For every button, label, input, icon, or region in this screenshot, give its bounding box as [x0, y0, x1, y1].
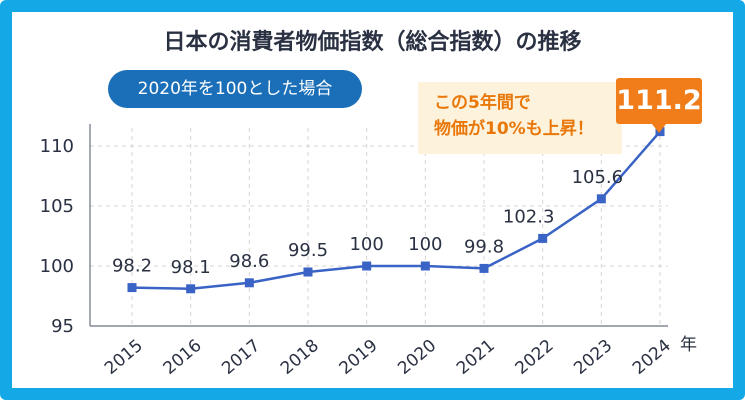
data-point [362, 261, 372, 271]
data-point [596, 194, 606, 204]
data-label: 105.6 [572, 167, 624, 188]
data-point [244, 278, 254, 288]
highlight-value-badge: 111.2 [616, 78, 702, 124]
data-label: 98.6 [229, 251, 269, 272]
data-label: 98.1 [171, 257, 211, 278]
x-tick-label: 2021 [453, 336, 499, 379]
data-point [127, 283, 137, 293]
data-point [538, 233, 548, 243]
x-tick-label: 2015 [101, 336, 147, 379]
x-axis-label: 年 [680, 335, 697, 355]
x-tick-label: 2023 [570, 336, 616, 379]
x-tick-label: 2019 [336, 336, 382, 379]
series-line [131, 130, 661, 291]
y-tick-label: 105 [40, 196, 74, 217]
annotation-line-2: 物価が10%も上昇！ [434, 119, 594, 139]
subtitle-pill: 2020年を100とした場合 [108, 70, 362, 108]
data-label: 100 [408, 234, 442, 255]
data-point [420, 261, 430, 271]
annotation-line-1: この5年間で [434, 93, 531, 113]
data-label: 100 [349, 234, 383, 255]
data-label: 98.2 [112, 256, 152, 277]
chart-title: 日本の消費者物価指数（総合指数）の推移 [163, 30, 582, 55]
y-tick-label: 110 [40, 136, 74, 157]
data-label: 99.8 [464, 236, 504, 257]
data-label: 99.5 [288, 240, 328, 261]
data-point [186, 284, 196, 294]
y-tick-label: 95 [51, 316, 74, 337]
x-tick-label: 2024 [629, 336, 675, 379]
x-tick-label: 2017 [218, 336, 264, 379]
annotation-callout: この5年間で 物価が10%も上昇！ [418, 82, 622, 154]
x-tick-label: 2022 [512, 336, 558, 379]
x-tick-label: 2016 [160, 336, 206, 379]
x-tick-label: 2018 [277, 336, 323, 379]
data-point [303, 267, 313, 277]
x-tick-label: 2020 [394, 336, 440, 379]
data-point [479, 263, 489, 273]
highlight-pointer [652, 124, 666, 133]
data-label: 102.3 [503, 206, 555, 227]
y-tick-label: 100 [40, 256, 74, 277]
